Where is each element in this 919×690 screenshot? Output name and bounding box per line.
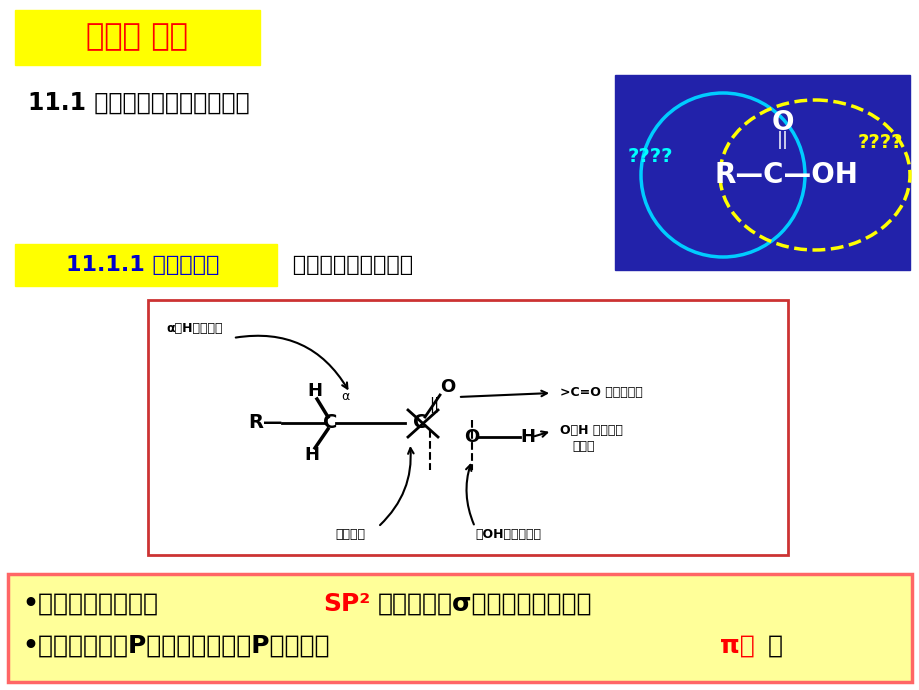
Text: 11.1.1 罧酸的结构: 11.1.1 罧酸的结构 bbox=[66, 255, 220, 275]
Text: •碳原子的一个P轨道与氧原子的P轨道形成: •碳原子的一个P轨道与氧原子的P轨道形成 bbox=[22, 634, 329, 658]
Text: （一） 罧酸: （一） 罧酸 bbox=[86, 23, 187, 52]
Text: O－H 键断裂而: O－H 键断裂而 bbox=[560, 424, 622, 437]
Text: α: α bbox=[341, 391, 348, 404]
FancyBboxPatch shape bbox=[148, 300, 788, 555]
Text: 呈酸性: 呈酸性 bbox=[572, 440, 594, 453]
Text: H: H bbox=[307, 382, 323, 400]
Text: C: C bbox=[323, 413, 337, 433]
Text: R—: R— bbox=[247, 413, 282, 433]
Text: －OH被取代反应: －OH被取代反应 bbox=[474, 529, 540, 542]
Text: O: O bbox=[440, 378, 455, 396]
FancyBboxPatch shape bbox=[15, 244, 277, 286]
FancyBboxPatch shape bbox=[614, 75, 909, 270]
FancyBboxPatch shape bbox=[8, 574, 911, 682]
FancyBboxPatch shape bbox=[15, 10, 260, 65]
Text: O: O bbox=[464, 428, 479, 446]
Text: 都含有罧基官能团：: 都含有罧基官能团： bbox=[285, 255, 413, 275]
Text: SP²: SP² bbox=[323, 592, 369, 616]
Text: •罧基中的碳原子是: •罧基中的碳原子是 bbox=[22, 592, 158, 616]
Text: ????: ???? bbox=[627, 148, 672, 166]
Text: 脱罧反应: 脱罧反应 bbox=[335, 529, 365, 542]
Text: O: O bbox=[771, 110, 793, 136]
Text: H: H bbox=[520, 428, 535, 446]
Text: >C=O 基亲核加成: >C=O 基亲核加成 bbox=[560, 386, 642, 400]
Text: 杂化，三个σ键在一个平面上。: 杂化，三个σ键在一个平面上。 bbox=[378, 592, 592, 616]
Text: H: H bbox=[304, 446, 319, 464]
Text: C: C bbox=[413, 413, 426, 433]
Text: ????: ???? bbox=[857, 133, 902, 152]
Text: 。: 。 bbox=[767, 634, 782, 658]
Text: 11.1 罧酸的结构、分类和命名: 11.1 罧酸的结构、分类和命名 bbox=[28, 91, 249, 115]
Text: ||: || bbox=[777, 131, 789, 149]
Text: π键: π键 bbox=[720, 634, 754, 658]
Text: ||: || bbox=[428, 397, 438, 413]
Text: R—C—OH: R—C—OH bbox=[714, 161, 858, 189]
Text: α－H取代反应: α－H取代反应 bbox=[165, 322, 222, 335]
